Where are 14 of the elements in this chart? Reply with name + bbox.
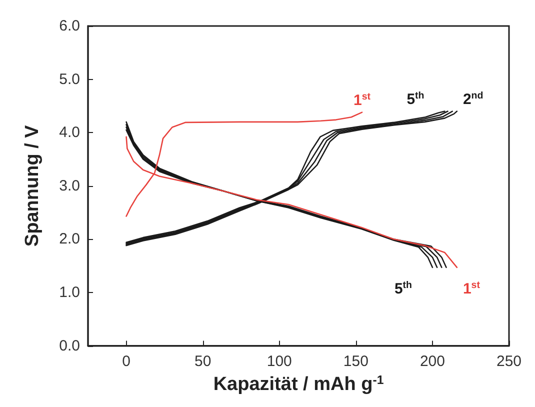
y-tick-label: 4.0 xyxy=(59,124,80,142)
y-tick-label: 3.0 xyxy=(59,177,80,194)
y-tick-label: 0.0 xyxy=(59,337,80,354)
y-axis-title: Spannung / V xyxy=(22,124,43,247)
x-tick-label: 100 xyxy=(266,352,292,370)
x-tick-label: 150 xyxy=(343,352,368,370)
y-tick-label: 1.0 xyxy=(59,284,80,301)
x-tick-label: 250 xyxy=(496,352,522,370)
y-tick-label: 5.0 xyxy=(59,70,80,88)
y-tick-label: 6.0 xyxy=(59,18,80,34)
x-tick-label: 50 xyxy=(194,352,212,370)
x-tick-label: 0 xyxy=(122,352,130,370)
y-tick-label: 2.0 xyxy=(59,230,80,248)
x-tick-label: 200 xyxy=(420,352,445,370)
